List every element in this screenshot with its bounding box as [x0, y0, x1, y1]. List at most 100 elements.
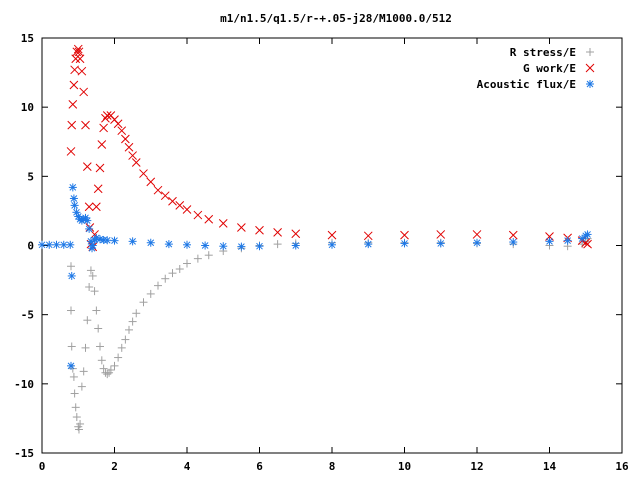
data-point — [121, 134, 130, 144]
chart-title: m1/n1.5/q1.5/r-+.05-j28/M1000.0/512 — [220, 12, 452, 25]
data-point — [545, 237, 554, 246]
data-point — [291, 229, 301, 239]
legend-label: Acoustic flux/E — [477, 78, 576, 91]
legend-label: R stress/E — [510, 46, 576, 59]
data-point — [70, 65, 79, 75]
data-point — [160, 191, 170, 201]
data-point — [71, 403, 80, 412]
data-point — [328, 240, 336, 249]
data-point — [90, 287, 99, 296]
data-point — [164, 240, 173, 249]
data-point — [128, 151, 137, 160]
data-point — [92, 306, 101, 315]
data-point — [71, 54, 81, 64]
data-point — [99, 364, 108, 373]
x-tick-label: 2 — [111, 460, 118, 473]
data-point — [84, 202, 94, 212]
data-point — [81, 120, 90, 130]
data-point — [472, 230, 482, 239]
data-point — [255, 242, 264, 251]
data-point — [68, 183, 77, 192]
data-point — [85, 283, 94, 291]
data-point — [508, 230, 518, 240]
data-point — [92, 233, 101, 242]
data-point — [509, 238, 518, 247]
data-point — [436, 230, 446, 239]
data-point — [132, 309, 141, 318]
data-point — [106, 366, 115, 374]
data-point — [74, 47, 84, 57]
data-point — [77, 66, 87, 76]
axis-ticks: 0 2 4 6 8 10 12 14 16 15 10 5 0 -5 -10 -15 — [14, 32, 629, 473]
data-point — [103, 236, 112, 245]
data-point — [121, 335, 130, 344]
data-point — [77, 382, 86, 391]
legend: R stress/E G work/E Acoustic flux/E — [477, 46, 595, 91]
data-point — [94, 324, 103, 333]
y-tick-label: 5 — [27, 170, 34, 183]
data-point — [69, 194, 78, 203]
data-point — [128, 237, 137, 246]
data-point — [139, 298, 148, 307]
data-point — [117, 126, 127, 136]
legend-marker — [586, 80, 594, 88]
data-point — [67, 361, 75, 370]
data-point — [183, 259, 191, 268]
data-point — [95, 163, 105, 173]
data-point — [73, 44, 83, 54]
data-point — [38, 240, 46, 249]
data-point — [327, 230, 337, 240]
data-point — [113, 119, 123, 129]
data-point — [400, 230, 409, 240]
data-point — [201, 241, 210, 250]
series-1 — [66, 44, 592, 252]
data-point — [128, 317, 137, 326]
data-point — [291, 241, 300, 250]
data-point — [273, 240, 282, 249]
data-point — [255, 225, 264, 235]
data-point — [88, 271, 97, 280]
y-tick-label: 0 — [27, 240, 34, 253]
data-point — [72, 47, 82, 57]
y-tick-label: -10 — [14, 378, 34, 391]
y-tick-label: -5 — [21, 309, 34, 322]
data-point — [70, 389, 79, 398]
data-point — [85, 224, 94, 233]
x-tick-label: 6 — [256, 460, 263, 473]
legend-marker — [585, 63, 595, 73]
data-point — [146, 289, 155, 298]
data-point — [273, 228, 282, 237]
data-point — [69, 80, 79, 90]
data-point — [473, 238, 481, 247]
x-tick-label: 10 — [398, 460, 411, 473]
data-point — [563, 236, 572, 245]
data-point — [110, 361, 119, 370]
data-point — [93, 184, 103, 194]
data-point — [96, 342, 104, 351]
data-point — [436, 239, 445, 248]
legend-label: G work/E — [523, 62, 576, 75]
data-point — [400, 239, 409, 248]
data-point — [69, 372, 78, 381]
data-point — [101, 113, 110, 123]
data-point — [45, 240, 54, 249]
data-point — [92, 202, 101, 212]
data-point — [218, 219, 228, 228]
data-point — [81, 343, 90, 352]
data-point — [52, 240, 61, 249]
x-tick-label: 12 — [470, 460, 483, 473]
data-point — [102, 111, 112, 120]
data-point — [168, 196, 177, 206]
series-2 — [38, 183, 592, 370]
data-point — [583, 230, 592, 239]
data-point — [125, 325, 133, 334]
data-point — [219, 242, 228, 251]
y-tick-label: 15 — [21, 32, 34, 45]
data-point — [76, 419, 85, 428]
data-point — [193, 210, 203, 220]
data-point — [183, 240, 191, 249]
data-point — [72, 413, 81, 422]
data-point — [88, 241, 97, 250]
data-point — [117, 343, 126, 352]
